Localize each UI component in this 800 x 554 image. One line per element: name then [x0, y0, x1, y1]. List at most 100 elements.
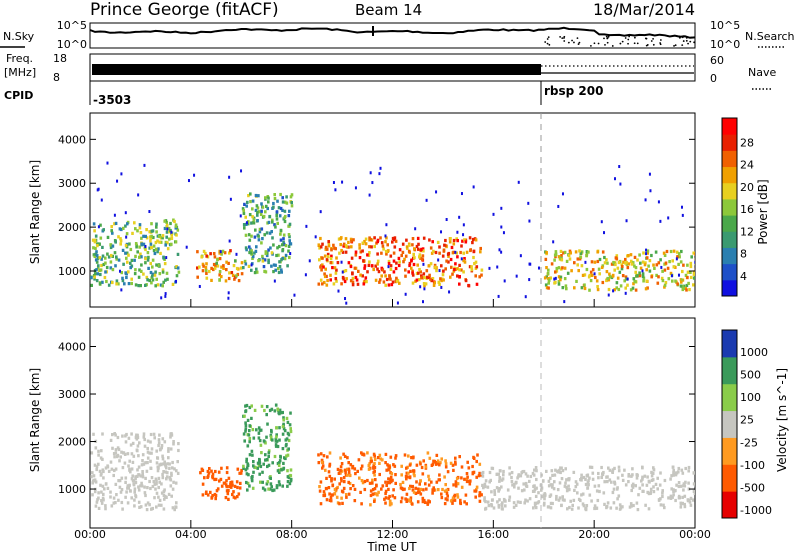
- y-tick-label: 4000: [58, 133, 86, 146]
- echo-cell: [553, 473, 557, 477]
- echo-cell: [474, 495, 477, 499]
- echo-cell: [383, 497, 386, 501]
- echo-cell: [563, 277, 567, 281]
- echo-cell: [283, 209, 287, 213]
- echo-cell: [612, 487, 616, 491]
- echo-cell: [427, 478, 431, 482]
- echo-cell: [339, 243, 342, 247]
- echo-cell: [161, 457, 165, 461]
- echo-cell: [452, 238, 456, 243]
- echo-cell: [524, 295, 527, 299]
- echo-cell: [101, 496, 105, 500]
- echo-cell: [401, 250, 405, 254]
- echo-cell: [353, 499, 357, 503]
- echo-cell: [261, 254, 264, 258]
- echo-cell: [277, 411, 280, 415]
- colorbar-segment: [722, 150, 737, 168]
- echo-cell: [431, 277, 435, 281]
- echo-cell: [308, 259, 311, 263]
- echo-cell: [257, 431, 261, 435]
- echo-cell: [324, 267, 327, 271]
- echo-cell: [554, 276, 557, 280]
- echo-cell: [225, 268, 228, 272]
- echo-cell: [130, 467, 134, 471]
- echo-cell: [500, 206, 503, 210]
- echo-cell: [118, 485, 122, 489]
- search-noise-point: [659, 43, 662, 46]
- echo-cell: [159, 240, 163, 244]
- echo-cell: [257, 234, 260, 238]
- echo-cell: [205, 490, 208, 494]
- echo-cell: [149, 239, 152, 243]
- echo-cell: [547, 278, 551, 282]
- echo-cell: [501, 477, 505, 481]
- echo-cell: [326, 278, 329, 283]
- echo-cell: [166, 471, 169, 475]
- echo-cell: [440, 264, 443, 268]
- echo-cell: [689, 503, 693, 507]
- echo-cell: [264, 453, 267, 457]
- echo-cell: [475, 475, 478, 479]
- echo-cell: [607, 466, 610, 470]
- echo-cell: [283, 257, 287, 261]
- echo-cell: [110, 467, 114, 471]
- echo-cell: [278, 408, 282, 412]
- echo-cell: [669, 271, 673, 275]
- echo-cell: [317, 243, 321, 247]
- echo-cell: [470, 265, 473, 269]
- echo-cell: [551, 473, 554, 477]
- echo-cell: [118, 227, 122, 231]
- echo-cell: [99, 483, 102, 487]
- echo-cell: [140, 255, 143, 259]
- echo-cell: [161, 284, 164, 288]
- echo-cell: [248, 440, 251, 444]
- echo-cell: [574, 250, 578, 254]
- echo-cell: [248, 238, 252, 242]
- colorbar-segment: [722, 263, 737, 281]
- echo-cell: [149, 242, 153, 246]
- power-colorbar-label: Power [dB]: [756, 179, 770, 244]
- echo-cell: [362, 282, 366, 286]
- echo-cell: [584, 482, 588, 487]
- echo-cell: [130, 452, 134, 456]
- echo-cell: [577, 506, 580, 510]
- colorbar-tick-label: -1000: [740, 504, 772, 517]
- echo-cell: [330, 254, 333, 258]
- echo-cell: [282, 416, 285, 420]
- echo-cell: [247, 433, 251, 437]
- echo-cell: [464, 238, 468, 242]
- search-noise-point: [689, 40, 692, 43]
- echo-cell: [124, 476, 128, 480]
- echo-cell: [354, 253, 358, 257]
- echo-cell: [219, 250, 222, 254]
- echo-cell: [117, 235, 120, 239]
- echo-cell: [526, 474, 529, 478]
- echo-cell: [158, 480, 161, 484]
- echo-cell: [434, 265, 437, 269]
- echo-cell: [340, 248, 343, 253]
- echo-cell: [380, 251, 383, 255]
- echo-cell: [164, 292, 167, 296]
- echo-cell: [155, 247, 158, 251]
- echo-cell: [646, 286, 649, 290]
- echo-cell: [95, 260, 99, 264]
- y-tick-label: 2000: [58, 221, 86, 234]
- echo-cell: [177, 442, 180, 446]
- echo-cell: [531, 489, 535, 493]
- echo-cell: [668, 260, 671, 264]
- search-noise-point: [685, 39, 688, 42]
- echo-cell: [321, 464, 325, 468]
- echo-cell: [680, 278, 684, 282]
- echo-cell: [132, 454, 136, 458]
- echo-cell: [149, 261, 152, 266]
- echo-cell: [117, 498, 120, 502]
- echo-cell: [230, 480, 234, 484]
- echo-cell: [336, 501, 340, 505]
- echo-cell: [585, 254, 588, 258]
- echo-cell: [642, 279, 645, 283]
- echo-cell: [472, 249, 476, 253]
- echo-cell: [327, 240, 330, 244]
- echo-cell: [416, 263, 419, 267]
- echo-cell: [445, 488, 448, 492]
- echo-cell: [583, 286, 587, 291]
